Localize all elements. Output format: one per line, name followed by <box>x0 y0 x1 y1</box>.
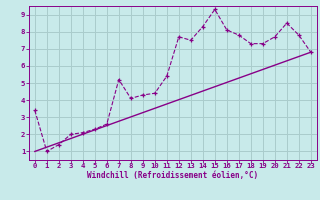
X-axis label: Windchill (Refroidissement éolien,°C): Windchill (Refroidissement éolien,°C) <box>87 171 258 180</box>
